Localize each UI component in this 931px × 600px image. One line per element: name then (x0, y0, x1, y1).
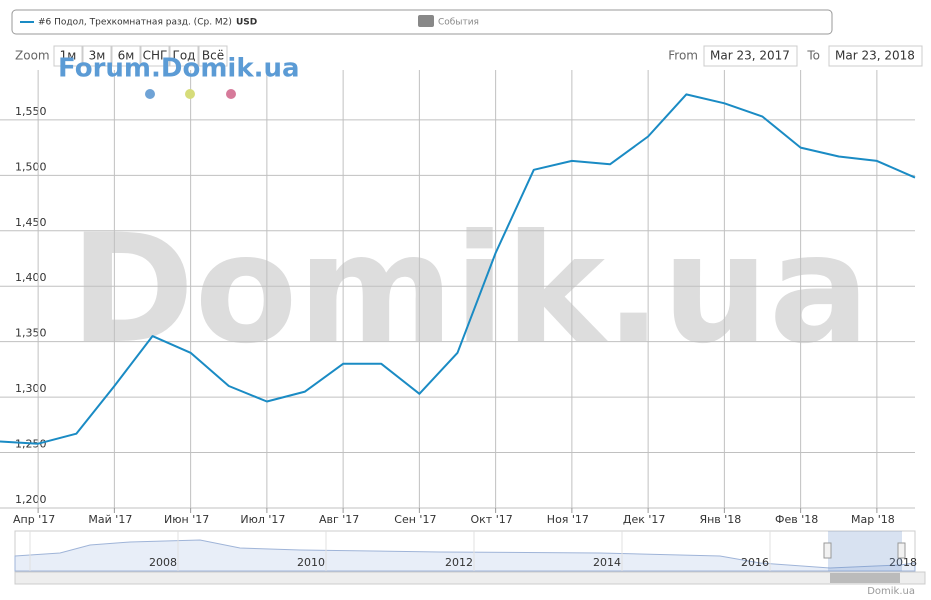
zoom-button[interactable] (169, 45, 199, 67)
zoom-buttons: 1м 3м 6м СНГ Год Всё (53, 45, 228, 67)
scrollbar-thumb[interactable] (830, 573, 900, 583)
x-tick-label: Авг '17 (319, 513, 359, 526)
zoom-button[interactable] (53, 45, 83, 67)
zoom-label: Zoom (15, 49, 50, 63)
x-tick-label: Июн '17 (164, 513, 209, 526)
zoom-button-label: 1м (60, 49, 77, 63)
navigator-label: 2012 (445, 556, 473, 569)
zoom-button-label: 6м (118, 49, 135, 63)
y-tick-label: 1,450 (15, 216, 47, 229)
x-tick-label: Май '17 (88, 513, 132, 526)
zoom-button-label: 3м (89, 49, 106, 63)
x-tick-label: Дек '17 (623, 513, 666, 526)
y-tick-label: 1,200 (15, 493, 47, 506)
y-tick-label: 1,350 (15, 327, 47, 340)
credit[interactable]: Domik.ua (867, 586, 915, 597)
y-tick-label: 1,500 (15, 160, 47, 173)
navigator-label: 2018 (889, 556, 917, 569)
forum-watermark: Forum.Domik.ua (58, 54, 300, 84)
from-label: From (668, 49, 698, 63)
dot (185, 89, 195, 99)
x-tick-label: Сен '17 (394, 513, 436, 526)
navigator-label: 2010 (297, 556, 325, 569)
series-line (0, 93, 916, 445)
x-tick-label: Мар '18 (851, 513, 895, 526)
zoom-button[interactable] (82, 45, 112, 67)
zoom-button-label: СНГ (143, 49, 168, 63)
events-icon[interactable] (418, 15, 434, 27)
to-input[interactable] (828, 45, 923, 67)
zoom-button-label: Всё (202, 49, 224, 63)
navigator-handle[interactable] (897, 542, 906, 559)
navigator-label: 2016 (741, 556, 769, 569)
y-tick-label: 1,300 (15, 382, 47, 395)
legend-unit: USD (236, 18, 257, 28)
x-tick-label: Янв '18 (699, 513, 741, 526)
dot (226, 89, 236, 99)
x-tick-label: Ноя '17 (547, 513, 589, 526)
from-value: Mar 23, 2017 (710, 49, 790, 63)
navigator-series (14, 539, 916, 572)
events-label[interactable]: События (438, 18, 479, 28)
from-input[interactable] (703, 45, 798, 67)
navigator-mask[interactable] (828, 531, 902, 571)
zoom-button[interactable] (111, 45, 141, 67)
x-tick-label: Июл '17 (240, 513, 285, 526)
to-value: Mar 23, 2018 (835, 49, 915, 63)
navigator-label: 2014 (593, 556, 621, 569)
dot (145, 89, 155, 99)
watermark: Domik.ua (70, 203, 870, 377)
y-tick-label: 1,550 (15, 105, 47, 118)
x-tick-label: Фев '18 (775, 513, 818, 526)
legend-label[interactable]: #6 Подол, Трехкомнатная разд. (Ср. М2) (38, 18, 232, 28)
x-tick-label: Апр '17 (13, 513, 55, 526)
x-tick-label: Окт '17 (471, 513, 513, 526)
zoom-button[interactable] (198, 45, 228, 67)
navigator-label: 2008 (149, 556, 177, 569)
zoom-button[interactable] (140, 45, 170, 67)
to-label: To (806, 49, 820, 63)
y-tick-label: 1,400 (15, 271, 47, 284)
navigator-handle[interactable] (823, 542, 832, 559)
scrollbar[interactable] (14, 571, 926, 585)
zoom-button-label: Год (173, 49, 196, 63)
